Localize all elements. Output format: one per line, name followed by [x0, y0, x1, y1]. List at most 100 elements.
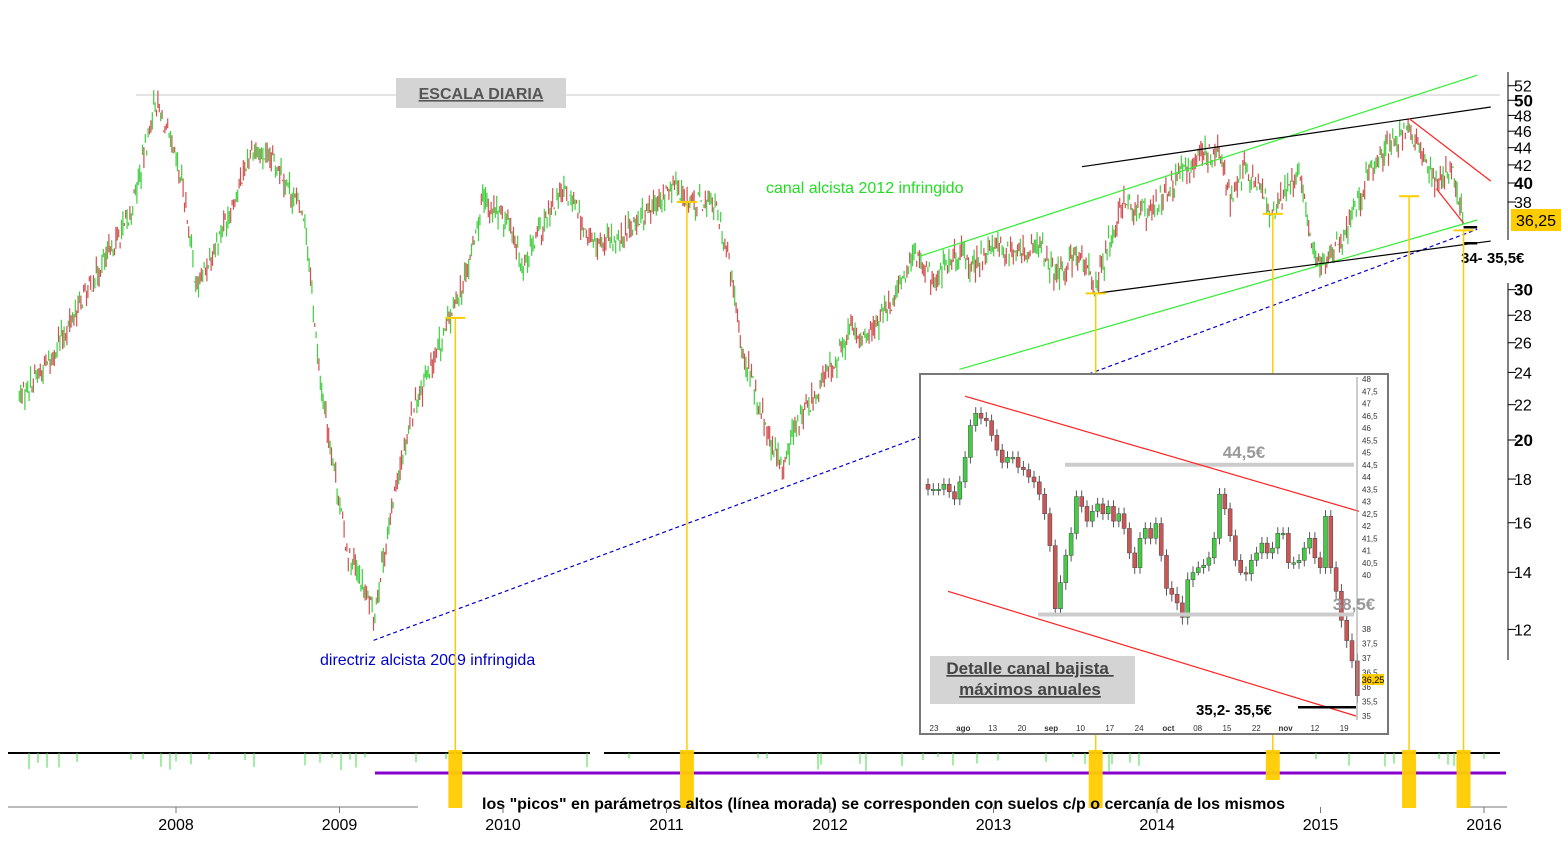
cycle-oscillator-box: [1265, 750, 1280, 780]
price-tick-label: 28: [1514, 308, 1532, 325]
inset-down-candle: [1021, 466, 1026, 470]
main-price-series: [18, 90, 1464, 631]
bearish-channel-upper: [1408, 118, 1492, 182]
inset-price-series: [925, 407, 1360, 703]
inset-down-candle: [1328, 515, 1334, 568]
inset-down-candle: [1243, 572, 1249, 575]
inset-up-candle: [1095, 503, 1100, 512]
inset-down-candle: [1084, 506, 1090, 522]
time-tick-label: 2011: [649, 817, 684, 834]
inset-down-candle: [1100, 503, 1106, 515]
inset-time-tick-label: sep: [1044, 724, 1058, 733]
inset-up-candle: [1153, 523, 1159, 539]
trend-line-label: directriz alcista 2009 infringida: [320, 652, 535, 669]
inset-time-tick-label: 08: [1193, 724, 1202, 733]
inset-down-candle: [1079, 496, 1084, 507]
inset-detail-chart: 48 47,5 47 46,5 46 45,5 45 44,5 44 43,5 43 42,5 42 41…: [919, 373, 1389, 735]
time-tick-label: 2015: [1303, 817, 1339, 834]
chart-title-badge: ESCALA DIARIA: [396, 78, 566, 108]
price-tick-label: 26: [1514, 336, 1532, 353]
inset-down-candle: [925, 484, 931, 490]
inset-down-candle: [1026, 469, 1031, 478]
inset-channel-upper: [964, 395, 1360, 512]
inset-price-tick-label: 36,5: [1362, 669, 1378, 678]
time-tick-label: 2008: [158, 817, 194, 834]
inset-time-tick-label: ago: [956, 724, 970, 733]
price-tick-label: 38: [1514, 195, 1532, 212]
inset-time-tick-label: nov: [1278, 724, 1293, 733]
price-tick-label: 48: [1514, 108, 1532, 125]
last-price-marker: 36,25: [1511, 209, 1561, 231]
inset-price-tick-label: 45,5: [1362, 436, 1378, 445]
inset-price-tick-label: 42,5: [1362, 510, 1378, 519]
time-tick-label: 2010: [485, 817, 521, 834]
inset-price-tick-label: 36: [1362, 683, 1371, 692]
inset-price-axis: 48 47,5 47 46,5 46 45,5 45 44,5 44 43,5 43 42,5 42 41…: [1356, 375, 1378, 721]
inset-price-tick-label: 44,5: [1362, 461, 1378, 470]
price-tick-label: 50: [1514, 91, 1533, 110]
inset-last-price-marker: 36,25: [1362, 674, 1385, 685]
inset-up-candle: [1074, 496, 1079, 534]
price-tick-label: 14: [1514, 565, 1532, 582]
inset-title-badge: Detalle canal bajista máximos anuales: [930, 656, 1135, 704]
inset-up-candle: [1185, 579, 1190, 618]
price-tick-label: 42: [1514, 158, 1532, 175]
inset-up-candle: [1090, 511, 1095, 522]
inset-up-candle: [1302, 547, 1307, 561]
inset-up-candle: [962, 457, 968, 483]
green-channel-lower: [959, 219, 1478, 370]
inset-up-candle: [936, 489, 941, 491]
inset-price-tick-label: 40: [1362, 571, 1371, 580]
inset-up-candle: [973, 413, 978, 426]
inset-up-candle: [1116, 513, 1122, 522]
inset-price-tick-label: 38: [1362, 625, 1371, 634]
inset-price-tick-label: 41,5: [1362, 534, 1378, 543]
price-tick-label: 46: [1514, 124, 1532, 141]
inset-price-tick-label: 43,5: [1362, 485, 1378, 494]
inset-up-candle: [1201, 564, 1206, 568]
inset-down-candle: [1158, 523, 1164, 556]
price-tick-label: 30: [1514, 281, 1533, 300]
inset-price-tick-label: 40,5: [1362, 559, 1378, 568]
time-tick-label: 2014: [1139, 817, 1175, 834]
inset-up-candle: [1217, 493, 1222, 539]
price-tick-label: 18: [1514, 472, 1532, 489]
inset-time-tick-label: 20: [1017, 724, 1026, 733]
inset-down-candle: [952, 491, 957, 500]
inset-price-tick-label: 35,5: [1362, 698, 1378, 707]
inset-down-candle: [1180, 602, 1185, 618]
price-tick-label: 20: [1514, 431, 1533, 450]
black-channel-upper: [1081, 106, 1491, 168]
inset-up-candle: [1275, 533, 1281, 549]
inset-down-candle: [1164, 555, 1169, 589]
inset-channel-lower: [947, 590, 1357, 717]
inset-price-tick-label: 48: [1362, 375, 1371, 384]
inset-up-candle: [1143, 528, 1148, 539]
inset-up-candle: [1068, 533, 1074, 556]
inset-up-candle: [941, 484, 947, 490]
inset-up-candle: [1254, 552, 1259, 561]
inset-last-price-label: 36,25: [1362, 675, 1385, 685]
inset-price-tick-label: 47: [1362, 400, 1371, 409]
inset-time-tick-label: 22: [1252, 724, 1261, 733]
inset-time-tick-label: 12: [1310, 724, 1319, 733]
inset-down-candle: [1042, 493, 1047, 514]
inset-down-candle: [1317, 557, 1323, 568]
inset-down-candle: [984, 417, 989, 421]
time-tick-label: 2009: [322, 817, 358, 834]
inset-down-candle: [999, 449, 1005, 463]
inset-down-candle: [978, 413, 984, 419]
cycle-oscillator-box: [448, 750, 463, 808]
green-channel-upper: [918, 74, 1478, 258]
inset-down-candle: [1222, 493, 1228, 510]
inset-up-candle: [931, 489, 936, 491]
inset-down-candle: [1264, 542, 1270, 554]
oscillator-bars: [28, 753, 1485, 771]
inset-title: Detalle canal bajista máximos anuales: [946, 659, 1113, 699]
time-tick-label: 2016: [1466, 817, 1502, 834]
inset-up-candle: [1249, 560, 1254, 575]
inset-price-tick-label: 41: [1362, 547, 1371, 556]
inset-down-candle: [1312, 538, 1318, 559]
green-channel-label: canal alcista 2012 infringido: [766, 180, 964, 197]
